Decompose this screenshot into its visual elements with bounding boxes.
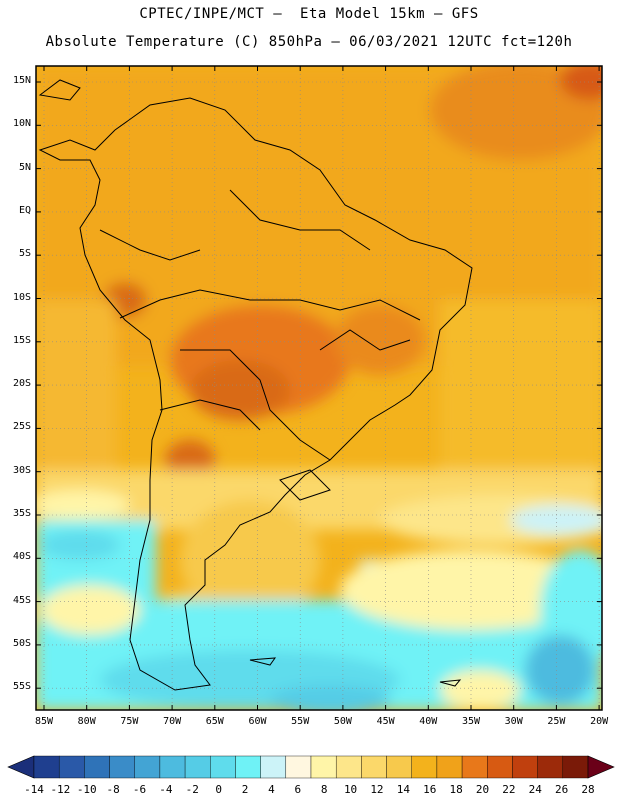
colorbar-swatch [134,755,161,779]
colorbar-swatch [386,755,412,779]
colorbar-swatch [487,755,513,779]
colorbar-label: 16 [423,783,437,796]
lat-label: 25S [12,421,31,433]
colorbar-label: -6 [132,783,147,796]
lat-label: 50S [12,637,31,649]
lon-label: 70W [163,716,182,727]
lon-label: 65W [205,716,224,727]
lon-label: 20W [590,716,609,727]
colorbar-label: 24 [528,783,542,796]
lon-label: 55W [291,716,310,727]
colorbar-swatch [260,755,287,779]
colorbar-label: 22 [502,783,516,796]
lon-label: 30W [504,716,523,727]
colorbar-swatch [461,755,488,779]
lat-label: 40S [12,551,31,563]
colorbar-label: 6 [294,783,302,796]
lat-label: 10S [12,291,31,303]
colorbar-label: -8 [106,783,120,796]
colorbar-label: 18 [449,783,463,796]
colorbar-swatch [285,755,312,779]
colorbar-label: 4 [268,783,275,796]
colorbar-swatch [109,755,135,779]
colorbar-label: -2 [185,783,199,796]
lon-label: 80W [77,716,96,727]
axis-ticks [36,66,602,710]
lon-label: 85W [34,716,54,727]
lat-label: 20S [12,378,31,390]
colorbar-label: -4 [159,783,173,796]
colorbar-label: 20 [475,783,490,796]
lon-label: 45W [376,716,395,727]
colorbar-swatch [562,755,589,779]
colorbar-right-arrow [587,755,615,779]
lat-lon-grid [36,66,602,710]
lon-label: 50W [333,716,352,727]
title-line-1: CPTEC/INPE/MCT – Eta Model 15km – GFS [139,6,479,22]
lat-label: 30S [12,464,31,476]
lat-label: 10N [12,118,31,130]
colorbar [7,755,615,779]
colorbar-label: 0 [215,783,222,796]
lat-label: 15N [12,75,31,86]
colorbar-swatch [184,755,211,779]
colorbar-swatch [84,755,110,779]
lon-label: 35W [461,716,481,727]
lat-label: EQ [18,204,31,216]
colorbar-swatch [310,755,337,779]
lon-label: 25W [547,716,566,727]
lat-label: 5N [18,161,31,173]
lat-label: 5S [18,248,31,260]
colorbar-label: 26 [554,783,569,796]
colorbar-label: 10 [343,783,358,796]
colorbar-label: 28 [581,783,595,796]
lat-label: 45S [12,594,31,606]
map-frame [35,65,603,711]
colorbar-label: -14 [24,783,44,796]
lon-label: 75W [120,716,139,727]
colorbar-swatch [361,755,387,779]
colorbar-swatch [235,755,261,779]
colorbar-swatch [512,755,538,779]
colorbar-swatch [537,755,564,779]
colorbar-swatch [159,755,186,779]
colorbar-swatch [411,755,438,779]
colorbar-label: 8 [320,783,328,796]
colorbar-swatch [436,755,463,779]
colorbar-left-arrow [7,755,35,779]
lon-label: 40W [419,716,438,727]
coastlines [38,79,473,691]
colorbar-label: 14 [396,783,410,796]
lat-label: 15S [12,334,31,346]
colorbar-label: 12 [370,783,384,796]
colorbar-swatch [210,755,236,779]
colorbar-label: -12 [50,783,71,796]
colorbar-swatch [33,755,60,779]
colorbar-swatch [58,755,85,779]
colorbar-swatch [335,755,362,779]
lat-label: 55S [12,681,31,693]
title-line-2: Absolute Temperature (C) 850hPa – 06/03/… [45,34,573,50]
colorbar-label: -10 [76,783,97,796]
temperature-field [36,66,602,710]
colorbar-label: 2 [241,783,249,796]
lon-label: 60W [248,716,267,727]
lat-label: 35S [12,508,31,519]
